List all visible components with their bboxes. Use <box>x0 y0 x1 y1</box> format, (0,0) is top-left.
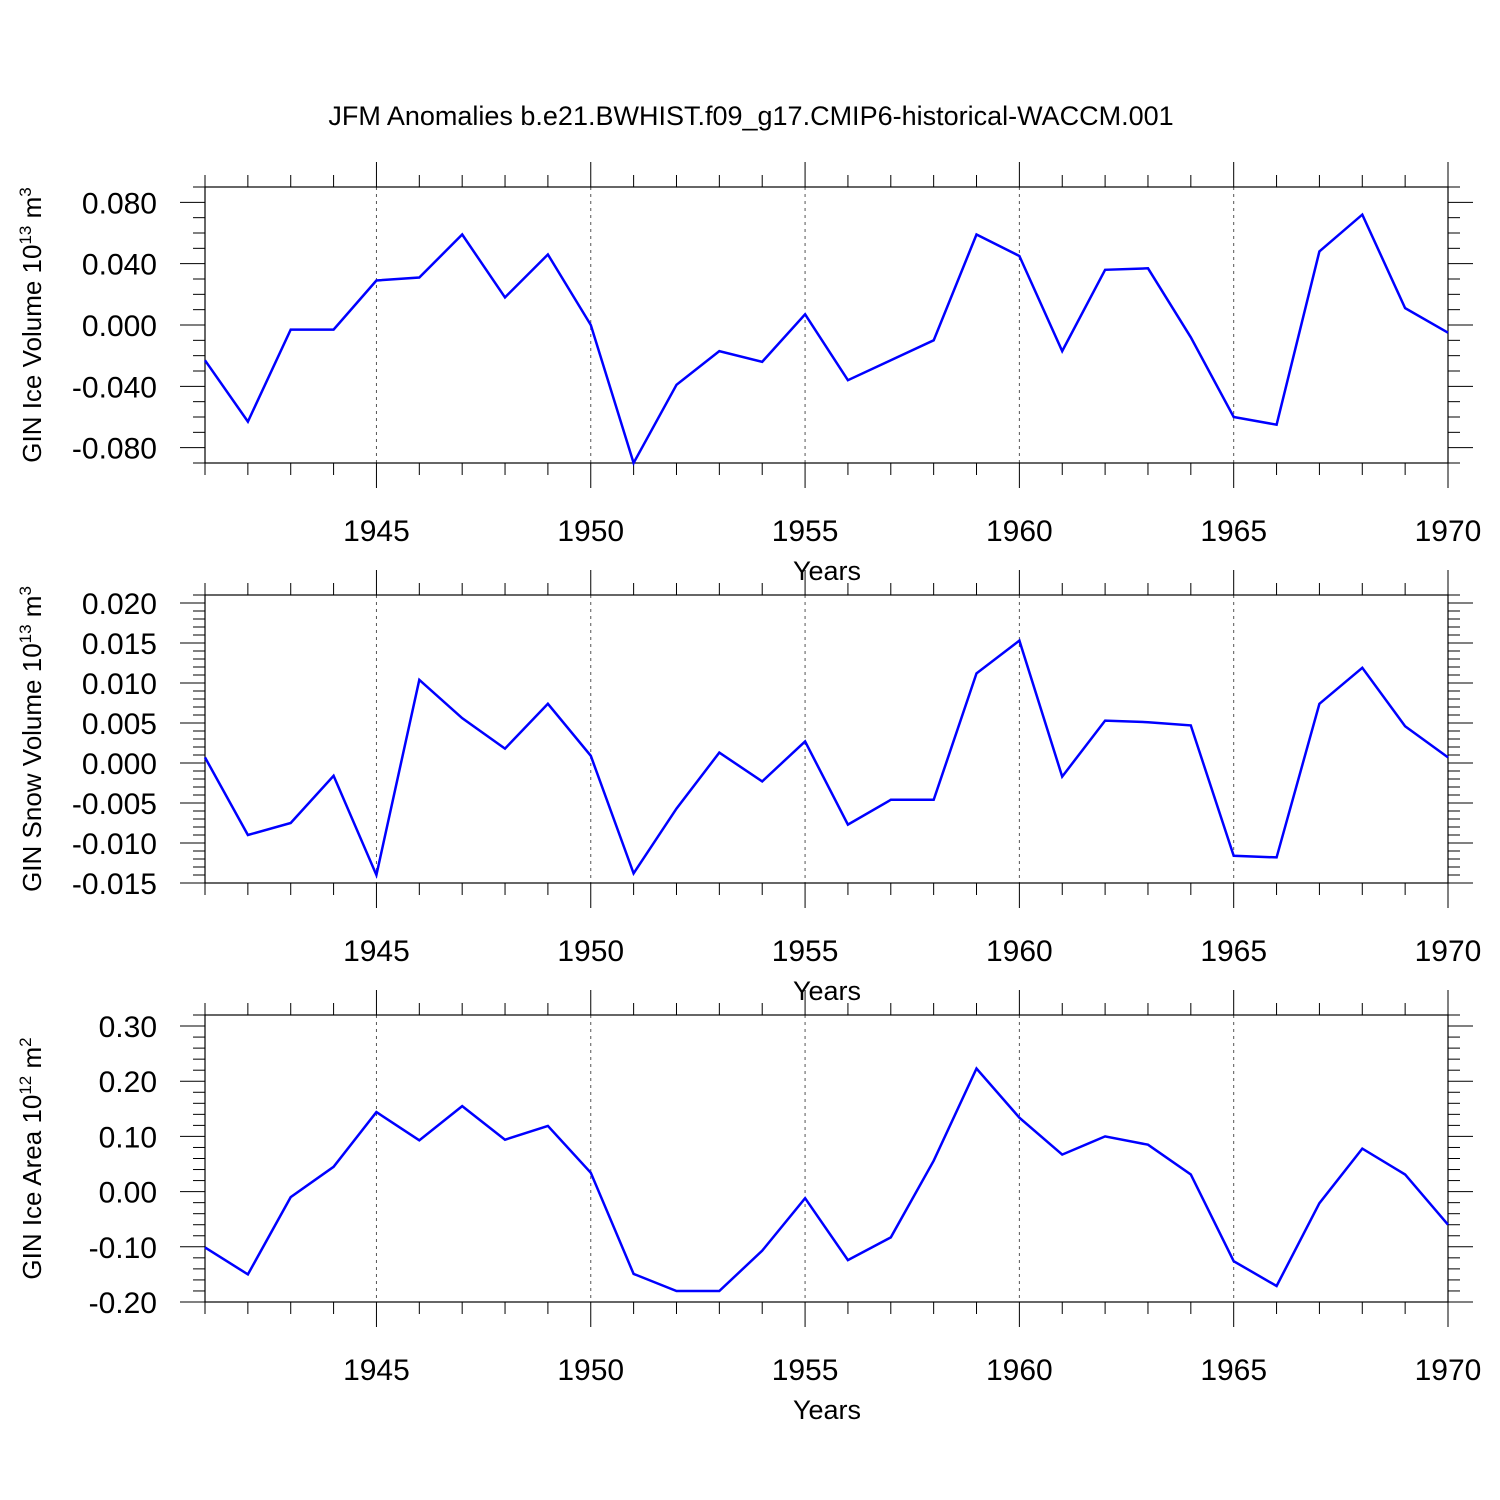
x-tick-label: 1955 <box>772 515 839 548</box>
y-axis-label-unit: m <box>17 596 47 625</box>
x-tick-label: 1950 <box>557 935 624 968</box>
y-tick-label: 0.005 <box>82 708 157 741</box>
y-tick-label: -0.005 <box>72 788 157 821</box>
x-tick-label: 1945 <box>343 1354 410 1387</box>
x-tick-label: 1960 <box>986 935 1053 968</box>
x-tick-label: 1965 <box>1200 935 1267 968</box>
y-tick-label: 0.00 <box>99 1177 157 1210</box>
y-axis-label-exponent: 12 <box>16 1076 35 1095</box>
x-tick-label: 1955 <box>772 1354 839 1387</box>
y-tick-label: -0.20 <box>89 1287 157 1320</box>
plot-frame <box>204 1014 1449 1303</box>
x-tick-label: 1950 <box>557 1354 624 1387</box>
x-tick-label: 1960 <box>986 1354 1053 1387</box>
y-tick-label: 0.000 <box>82 310 157 343</box>
y-tick-label: 0.010 <box>82 668 157 701</box>
series-line-1 <box>204 1066 1449 1293</box>
y-tick-label: 0.000 <box>82 748 157 781</box>
y-axis-label-text: GIN Ice Area 10 <box>17 1095 47 1280</box>
y-axis-label-unit: m <box>17 197 47 226</box>
y-axis-label-unit-exponent: 3 <box>16 187 35 196</box>
x-tick-label: 1945 <box>343 515 410 548</box>
y-tick-label: -0.040 <box>72 371 157 404</box>
y-tick-label: 0.10 <box>99 1121 157 1154</box>
y-axis-label-text: GIN Snow Volume 10 <box>17 643 47 892</box>
panel-2: -0.015 -0.010 -0.005 0.000 0.005 0.010 0.015 0.… <box>16 570 1481 1006</box>
y-axis-label-unit-exponent: 3 <box>16 586 35 595</box>
series-line-1 <box>203 638 1449 880</box>
y-axis-label: GIN Ice Area 1012 m2 <box>16 1037 47 1279</box>
x-tick-label: 1970 <box>1415 1354 1482 1387</box>
x-tick-label: 1965 <box>1200 1354 1267 1387</box>
y-tick-label: -0.080 <box>72 433 157 466</box>
chart-title: JFM Anomalies b.e21.BWHIST.f09_g17.CMIP6… <box>328 101 1173 131</box>
y-axis-label-exponent: 13 <box>16 624 35 643</box>
panel-1: -0.080 -0.040 0.000 0.040 0.080 1945 1950 1955 1… <box>16 162 1481 586</box>
y-tick-label: 0.020 <box>82 588 157 621</box>
y-axis-label-text: GIN Ice Volume 10 <box>17 245 47 463</box>
plot-frame <box>204 594 1449 884</box>
x-tick-label: 1970 <box>1415 935 1482 968</box>
x-axis-label: Years <box>793 976 861 1006</box>
y-axis-label-exponent: 13 <box>16 226 35 245</box>
y-axis-label-unit: m <box>17 1047 47 1076</box>
y-axis-label-unit-exponent: 2 <box>16 1037 35 1046</box>
y-axis-label: GIN Snow Volume 1013 m3 <box>16 586 47 892</box>
x-axis-label: Years <box>793 556 861 586</box>
x-tick-label: 1945 <box>343 935 410 968</box>
x-tick-label: 1950 <box>557 515 624 548</box>
panel-3: -0.20 -0.10 0.00 0.10 0.20 0.30 1945 1950 1955 19… <box>16 990 1481 1425</box>
y-tick-label: -0.010 <box>72 828 157 861</box>
x-tick-label: 1970 <box>1415 515 1482 548</box>
panels-group: -0.080 -0.040 0.000 0.040 0.080 1945 1950 1955 1… <box>16 162 1481 1425</box>
y-tick-label: 0.30 <box>99 1011 157 1044</box>
y-axis-label: GIN Ice Volume 1013 m3 <box>16 187 47 463</box>
x-tick-label: 1965 <box>1200 515 1267 548</box>
y-tick-label: 0.015 <box>82 628 157 661</box>
x-tick-label: 1955 <box>772 935 839 968</box>
y-tick-label: 0.040 <box>82 249 157 282</box>
y-tick-label: -0.015 <box>72 868 157 901</box>
x-axis-label: Years <box>793 1395 861 1425</box>
y-tick-label: 0.080 <box>82 187 157 220</box>
y-tick-label: 0.20 <box>99 1066 157 1099</box>
series-line-1 <box>203 212 1449 467</box>
y-tick-label: -0.10 <box>89 1232 157 1265</box>
x-tick-label: 1960 <box>986 515 1053 548</box>
